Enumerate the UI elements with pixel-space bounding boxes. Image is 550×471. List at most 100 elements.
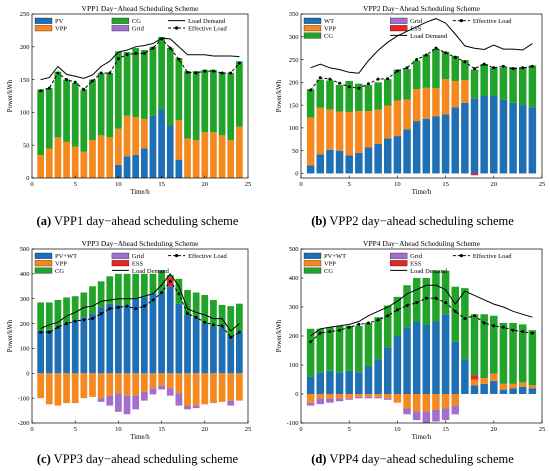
bar-vpp-t15 (441, 79, 450, 115)
chart-vpp4: VPP4 Day−Ahead Scheduling Scheme 0 5 10 15 20… (276, 239, 546, 441)
bar-cg-t11 (403, 69, 411, 100)
bar-grid-t23 (227, 400, 235, 406)
x-tick-label: 5 (348, 181, 351, 188)
plot-frame (31, 248, 249, 424)
bar-vpp-t3 (54, 137, 62, 178)
bar-vpp-t4 (63, 141, 70, 178)
chart-panel-vpp4: VPP4 Day−Ahead Scheduling Scheme 0 5 10 15 20… (275, 236, 550, 471)
legend-label: Load Demand (410, 33, 448, 40)
bar-vpp-t6 (355, 394, 363, 397)
bar-wt-t17 (461, 102, 469, 174)
bar-vpp-t20 (201, 132, 209, 178)
bar-cg-t2 (45, 302, 53, 330)
bar-vpp-t16 (166, 373, 174, 389)
y-tick-label: 300 (289, 304, 299, 311)
legend-swatch (303, 260, 322, 267)
bar-grid-t11 (403, 408, 411, 415)
bar-pv-wt-t13 (140, 297, 148, 374)
point-effective-load-t5 (73, 319, 77, 323)
legend-item-effective-load: Effective Load (452, 253, 512, 260)
legend-item-ess: ESS (390, 25, 422, 32)
point-effective-load-t16 (168, 279, 172, 283)
bar-grid-t18 (184, 405, 191, 410)
bar-pv-wt-t20 (490, 380, 498, 394)
y-tick-label: 500 (289, 246, 299, 253)
legend-label: CG (132, 18, 141, 25)
bar-cg-t13 (422, 278, 431, 325)
bar-cg-t17 (461, 288, 469, 360)
bar-pv-wt-t17 (175, 303, 183, 374)
bar-vpp-t2 (316, 394, 325, 399)
point-effective-load-t23 (229, 71, 233, 75)
bar-vpp-t21 (499, 383, 508, 390)
bar-pv-t14 (149, 115, 157, 178)
legend-swatch (390, 25, 408, 32)
x-tick-label: 20 (202, 181, 209, 188)
x-axis-label: Time/h (412, 189, 432, 196)
bar-vpp-t14 (149, 373, 157, 389)
bar-pv-wt-t4 (335, 372, 344, 394)
bar-vpp-t9 (384, 105, 392, 139)
bar-vpp-t10 (115, 373, 122, 394)
bar-pv-wt-t6 (80, 317, 88, 374)
y-tick-label: -100 (287, 420, 299, 427)
bar-cg-t10 (115, 51, 122, 129)
bar-vpp-t3 (326, 109, 334, 150)
point-effective-load-t24 (530, 331, 534, 335)
point-effective-load-t10 (116, 57, 120, 61)
y-tick-label: 0 (295, 391, 298, 398)
point-effective-load-t2 (47, 330, 51, 334)
bar-cg-t23 (227, 73, 235, 140)
bar-vpp-t12 (412, 394, 421, 412)
point-effective-load-t19 (482, 62, 486, 66)
point-effective-load-t9 (108, 71, 112, 75)
bar-pv-wt-t3 (54, 327, 62, 374)
bar-cg-t24 (235, 61, 243, 127)
y-tick-label: 400 (20, 271, 30, 278)
legend-item-load-demand: Load Demand (168, 18, 226, 25)
bar-pv-wt-t14 (432, 321, 440, 394)
x-tick-label: 25 (539, 426, 546, 433)
bar-wt-t19 (480, 96, 488, 174)
bar-cg-t1 (306, 89, 315, 118)
bar-cg-t16 (166, 48, 174, 126)
bar-pv-wt-t23 (227, 336, 235, 374)
bar-pv-wt-t7 (89, 313, 96, 374)
bar-vpp-t20 (201, 373, 209, 405)
x-tick-label: 0 (30, 426, 33, 433)
bar-grid-t12 (132, 395, 140, 410)
legend-item-effective-load: Effective Load (168, 253, 228, 260)
bar-vpp-t17 (461, 80, 469, 103)
point-effective-load-t21 (211, 69, 215, 73)
bar-cg-t24 (528, 330, 537, 386)
bar-vpp-t7 (89, 139, 96, 178)
y-tick-label: 100 (20, 110, 30, 117)
x-tick-label: 0 (299, 181, 302, 188)
x-tick-label: 10 (394, 426, 401, 433)
bar-grid-t14 (149, 388, 157, 395)
bar-cg-t21 (210, 69, 217, 133)
chart-title: VPP4 Day−Ahead Scheduling Scheme (363, 239, 481, 248)
bar-cg-t5 (71, 296, 79, 320)
bar-wt-t22 (509, 102, 517, 174)
point-effective-load-t9 (386, 77, 390, 81)
chart-vpp1: VPP1 Day−Ahead Scheduling Scheme 0 5 10 15 20… (7, 4, 251, 196)
bar-vpp-t5 (345, 111, 353, 156)
bar-vpp-t9 (106, 137, 114, 178)
bar-cg-t9 (106, 276, 114, 304)
bar-wt-t8 (374, 143, 382, 174)
bar-vpp-t10 (393, 394, 402, 403)
bar-cg-t22 (509, 322, 517, 384)
point-effective-load-t14 (151, 46, 155, 50)
bar-cg-t10 (393, 69, 402, 101)
bars (306, 270, 537, 423)
bar-pv-wt-t13 (422, 324, 431, 394)
bar-vpp-t8 (374, 394, 382, 397)
point-effective-load-t17 (177, 292, 181, 296)
bar-cg-t20 (201, 294, 209, 324)
bar-vpp-t12 (132, 116, 140, 156)
bar-cg-t17 (175, 278, 183, 304)
legend-label: Load Demand (188, 18, 226, 25)
